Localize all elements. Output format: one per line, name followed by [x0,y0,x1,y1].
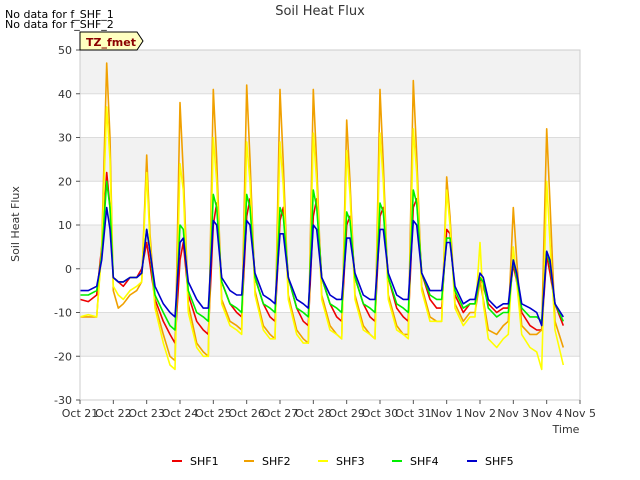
legend-item-shf3: SHF3 [318,455,365,468]
legend-label: SHF3 [336,455,365,468]
plot-band [80,312,580,357]
x-tick-label: Oct 23 [128,407,165,420]
legend-label: SHF2 [262,455,291,468]
series-line-shf4 [80,180,565,331]
x-tick-label: Oct 28 [295,407,332,420]
x-tick-label: Nov 1 [431,407,463,420]
legend-item-shf1: SHF1 [172,455,219,468]
legend: SHF1 SHF2 SHF3 SHF4 SHF5 [172,455,514,468]
y-tick-label: 30 [58,132,72,145]
y-tick-label: -30 [54,394,72,407]
legend-label: SHF1 [190,455,219,468]
legend-item-shf5: SHF5 [467,455,514,468]
y-tick-label: -10 [54,307,72,320]
x-tick-label: Oct 26 [228,407,265,420]
y-axis-title: Soil Heat Flux [9,186,22,262]
legend-item-shf4: SHF4 [392,455,439,468]
x-axis-title: Time [552,423,580,436]
y-tick-label: 0 [65,263,72,276]
y-tick-label: -20 [54,350,72,363]
x-tick-label: Oct 31 [395,407,432,420]
x-tick-label: Oct 25 [195,407,232,420]
plot-band [80,225,580,269]
y-tick-label: 20 [58,175,72,188]
x-tick-label: Oct 24 [162,407,199,420]
plot-band [80,137,580,182]
x-tick-label: Nov 4 [531,407,563,420]
plot-area [80,49,580,401]
x-tick-label: Oct 30 [362,407,399,420]
x-tick-label: Oct 22 [95,407,132,420]
tz-badge-box [79,31,144,51]
tz-badge: TZ_fmet [79,31,144,51]
plot-band [80,50,580,94]
y-tick-label: 10 [58,219,72,232]
x-tick-label: Oct 21 [62,407,99,420]
legend-label: SHF5 [485,455,514,468]
legend-item-shf2: SHF2 [244,455,291,468]
y-tick-label: 40 [58,88,72,101]
x-tick-label: Oct 27 [262,407,299,420]
tz-badge-label: TZ_fmet [86,36,136,49]
no-data-note-shf1: No data for f_SHF_1 [5,8,114,21]
x-tick-label: Nov 2 [464,407,496,420]
legend-label: SHF4 [410,455,439,468]
x-tick-label: Nov 3 [497,407,529,420]
no-data-note-shf2: No data for f_SHF_2 [5,18,114,31]
series-line-shf5 [80,206,564,327]
y-tick-label: 50 [58,44,72,57]
series-layer [79,62,565,371]
x-tick-label: Oct 29 [328,407,365,420]
chart-title: Soil Heat Flux [275,4,365,19]
x-tick-label: Nov 5 [564,407,596,420]
